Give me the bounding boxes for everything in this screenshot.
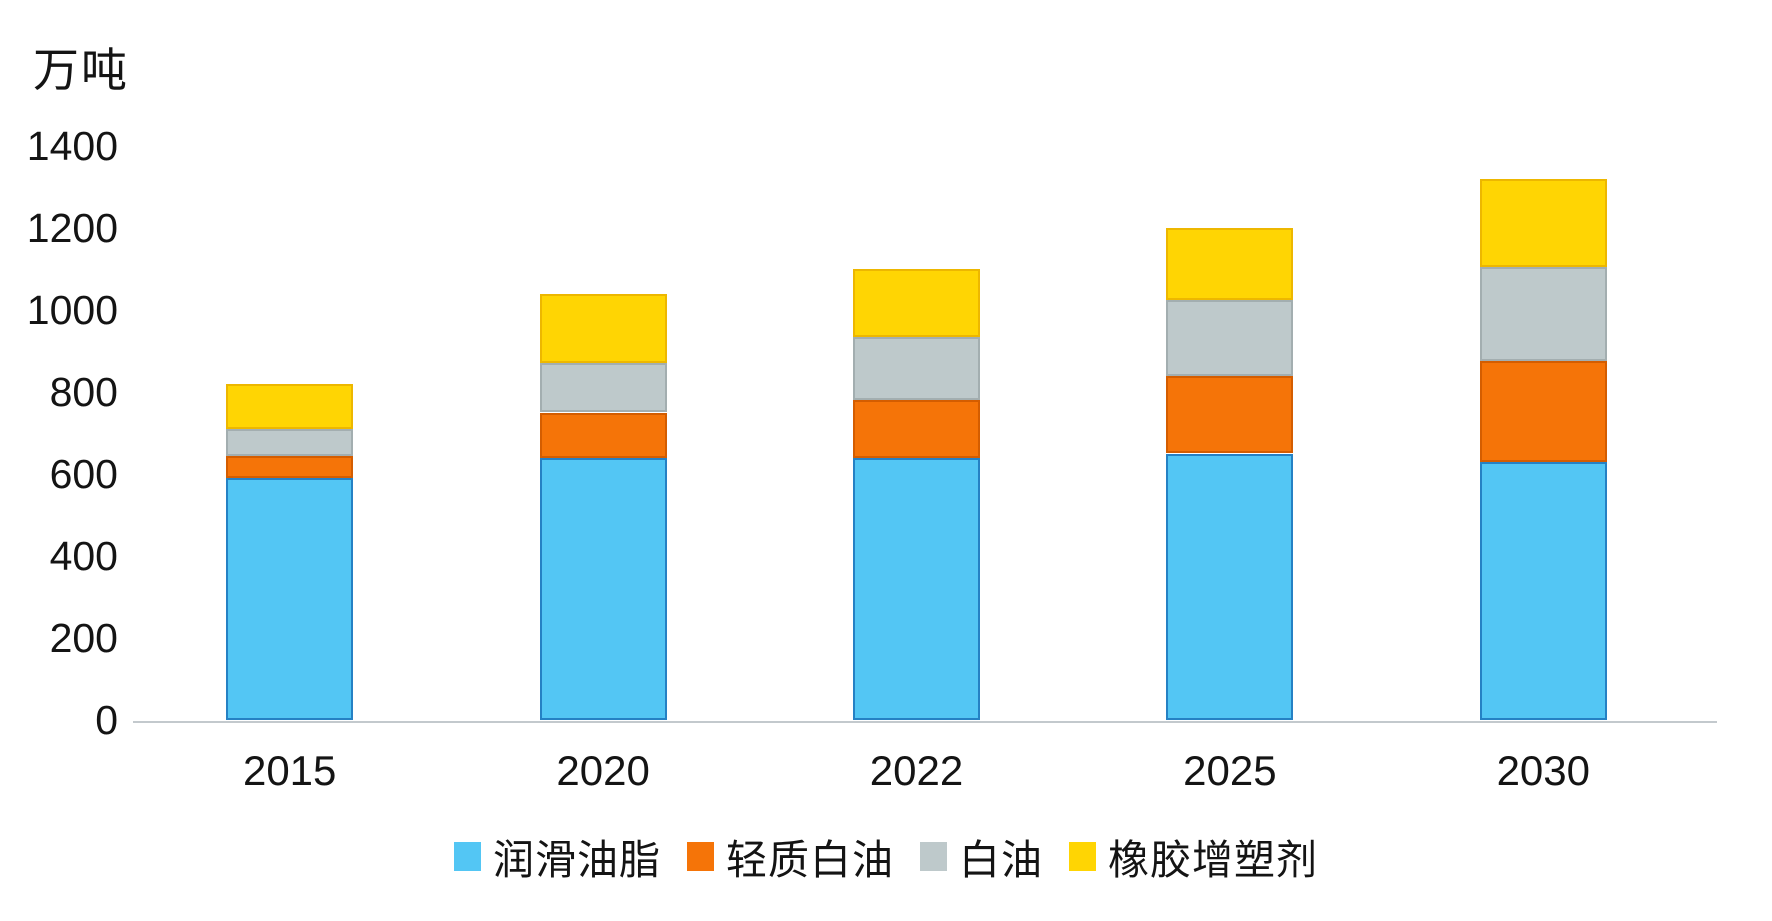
y-tick-label: 1400 [26, 123, 118, 169]
bar-segment [1166, 453, 1294, 720]
legend-label: 橡胶增塑剂 [1108, 837, 1318, 883]
bar-segment [226, 455, 354, 479]
legend-swatch-icon [687, 841, 714, 871]
bar-segment [853, 457, 980, 720]
x-tick-label: 2025 [1183, 747, 1277, 794]
legend-item: 白油 [920, 826, 1043, 886]
bar-segment [853, 269, 980, 337]
legend-label: 润滑油脂 [493, 837, 661, 883]
x-tick-label: 2030 [1496, 747, 1591, 794]
y-tick-label: 1000 [26, 287, 118, 333]
bar-segment [1479, 461, 1607, 720]
bar-segment [1166, 299, 1294, 376]
bar-segment [853, 336, 980, 401]
bar-segment [1166, 228, 1294, 300]
y-tick-label: 800 [49, 369, 118, 415]
bar-segment [1479, 178, 1607, 267]
legend-swatch-icon [454, 841, 481, 871]
y-tick-label: 600 [49, 451, 118, 497]
legend: 润滑油脂 轻质白油 白油 橡胶增塑剂 [0, 826, 1772, 886]
legend-item: 润滑油脂 [454, 826, 661, 886]
bar-segment [226, 478, 354, 720]
legend-swatch-icon [920, 841, 947, 871]
y-tick-label: 0 [95, 697, 118, 743]
bar-segment [539, 363, 667, 413]
bar-segment [1479, 266, 1607, 362]
bar-segment [539, 457, 667, 720]
legend-item: 轻质白油 [687, 826, 894, 886]
legend-item: 橡胶增塑剂 [1069, 826, 1318, 886]
x-tick-label: 2020 [556, 747, 650, 794]
y-tick-label: 400 [49, 533, 118, 579]
y-tick-label: 200 [49, 615, 118, 661]
bar-segment [539, 412, 667, 458]
bar-segment [1166, 375, 1294, 454]
bar-segment [226, 428, 354, 456]
legend-label: 轻质白油 [726, 837, 894, 883]
x-axis-line [133, 721, 1717, 723]
legend-label: 白油 [959, 837, 1043, 883]
bar-segment [853, 400, 980, 458]
y-axis-unit-label: 万吨 [33, 44, 129, 96]
y-tick-label: 1200 [26, 205, 118, 251]
bar-segment [539, 293, 667, 364]
legend-swatch-icon [1069, 841, 1096, 871]
bar-segment [1479, 361, 1607, 462]
bar-segment [226, 383, 354, 429]
x-tick-label: 2015 [242, 747, 337, 794]
x-tick-label: 2022 [869, 747, 964, 794]
